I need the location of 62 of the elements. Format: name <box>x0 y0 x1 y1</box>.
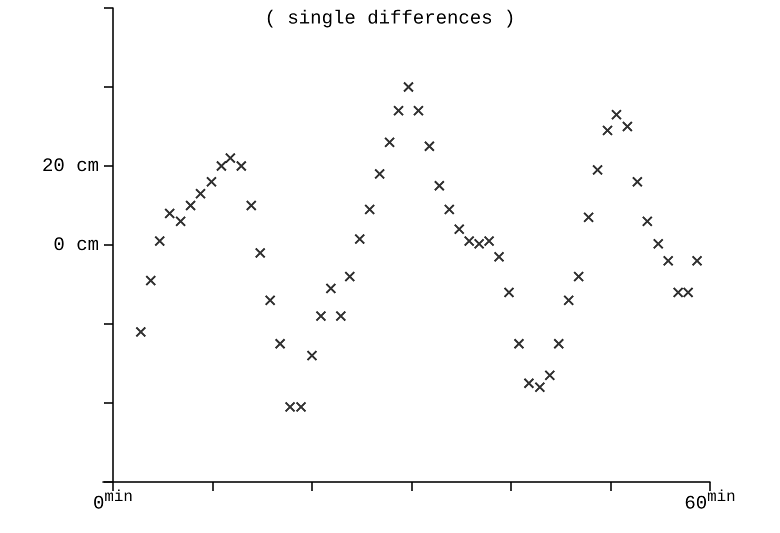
x-tick-label: 60$^{min}$ <box>684 487 736 514</box>
point <box>610 109 622 120</box>
point <box>296 401 307 412</box>
point <box>682 286 694 298</box>
x-tick-label: 0$^{min}$ <box>92 487 133 514</box>
point <box>284 401 296 412</box>
point <box>175 216 186 227</box>
point <box>622 121 633 132</box>
point <box>315 310 326 322</box>
point <box>335 310 346 322</box>
point <box>553 338 564 350</box>
point <box>254 247 266 258</box>
point <box>354 234 366 245</box>
point <box>264 294 276 306</box>
point <box>364 204 376 215</box>
point <box>632 176 643 188</box>
point <box>344 271 356 282</box>
point <box>494 251 505 262</box>
point <box>692 255 703 266</box>
point <box>145 275 156 286</box>
point <box>662 255 674 266</box>
point <box>374 168 386 180</box>
chart-title: ( single differences ) <box>264 8 516 30</box>
point <box>672 286 684 298</box>
point <box>464 236 475 247</box>
point <box>573 271 584 282</box>
point <box>206 176 217 188</box>
point <box>402 82 414 92</box>
point <box>224 152 236 164</box>
point <box>154 236 166 247</box>
point <box>384 136 396 148</box>
point <box>393 105 404 116</box>
point <box>523 378 534 389</box>
point <box>216 160 227 172</box>
point <box>503 286 514 298</box>
point <box>513 338 524 350</box>
y-tick-label: 20 cm <box>42 155 99 177</box>
point <box>424 140 435 152</box>
point <box>185 200 196 211</box>
point <box>454 224 465 235</box>
point <box>325 282 336 294</box>
point <box>592 164 604 176</box>
point <box>274 338 286 350</box>
point <box>306 350 318 362</box>
point <box>195 188 206 200</box>
y-tick-label: 0 cm <box>53 234 99 256</box>
point <box>444 204 455 215</box>
point <box>484 236 495 247</box>
point <box>534 382 546 393</box>
point <box>652 238 664 250</box>
point <box>474 238 485 250</box>
point <box>602 124 614 136</box>
point <box>544 370 556 381</box>
point <box>236 160 247 172</box>
point <box>246 200 257 211</box>
point <box>583 212 594 223</box>
point <box>135 326 146 338</box>
point <box>412 105 424 116</box>
point <box>642 216 653 227</box>
point <box>434 180 445 192</box>
point <box>164 208 176 219</box>
point <box>563 294 574 306</box>
